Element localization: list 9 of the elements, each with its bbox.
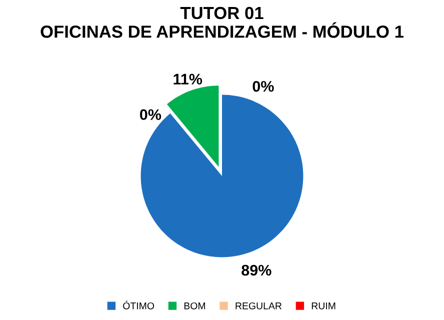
legend-label: REGULAR <box>236 302 282 310</box>
data-label: 11% <box>174 74 202 85</box>
legend-label: RUIM <box>312 302 336 310</box>
data-label: 89% <box>242 264 272 276</box>
text: 0% <box>140 109 162 120</box>
text: 0% <box>252 80 274 92</box>
legend-label: BOM <box>184 302 205 310</box>
legend-label: ÓTIMO <box>123 300 154 310</box>
chart-title: TUTOR 01 OFICINAS DE APRENDIZAGEM - MÓDULO 1 <box>40 6 404 38</box>
